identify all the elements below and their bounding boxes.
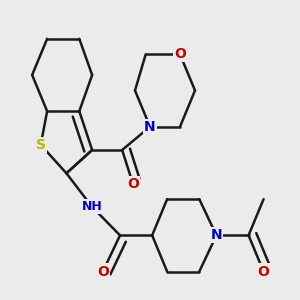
Text: S: S [36,138,46,152]
Text: N: N [211,228,222,242]
Text: NH: NH [82,200,103,213]
Text: O: O [127,177,139,190]
Text: O: O [174,47,186,61]
Text: O: O [258,265,269,279]
Text: N: N [144,120,156,134]
Text: O: O [97,265,109,279]
